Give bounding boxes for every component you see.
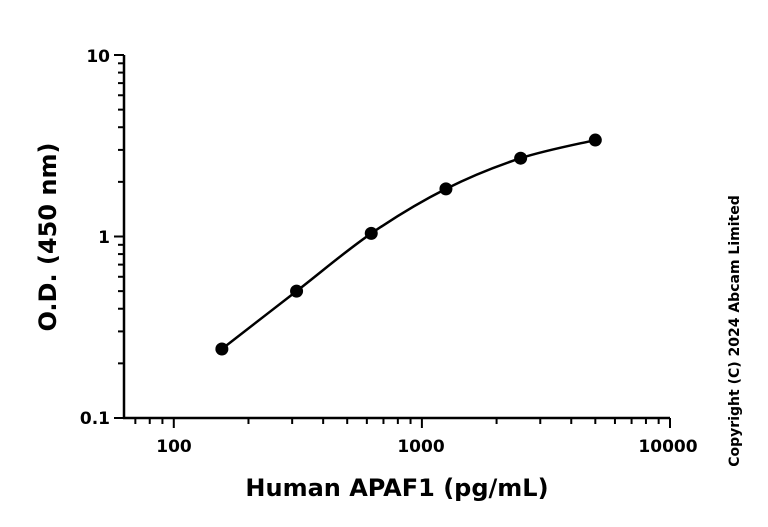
data-point: [215, 342, 229, 356]
data-point: [364, 226, 378, 240]
axes: [122, 55, 670, 420]
x-tick-label-10000: 10000: [638, 437, 697, 457]
copyright-note: Copyright (C) 2024 Abcam Limited: [727, 195, 743, 466]
x-axis-title: Human APAF1 (pg/mL): [245, 474, 548, 502]
y-tick-label-10: 10: [86, 47, 110, 67]
data-points: [215, 133, 602, 356]
data-point: [439, 182, 453, 196]
data-point: [588, 133, 602, 147]
x-tick-label-100: 100: [156, 437, 192, 457]
y-axis-title: O.D. (450 nm): [34, 143, 62, 332]
tick-labels: 100 1000 10000 0.1 1 10: [80, 47, 698, 457]
data-point: [290, 284, 304, 298]
y-tick-label-1: 1: [98, 228, 110, 248]
x-tick-label-1000: 1000: [397, 437, 444, 457]
tick-marks: [114, 54, 671, 428]
data-point: [514, 151, 528, 165]
fit-curve: [221, 138, 596, 350]
y-tick-label-0.1: 0.1: [80, 409, 110, 429]
